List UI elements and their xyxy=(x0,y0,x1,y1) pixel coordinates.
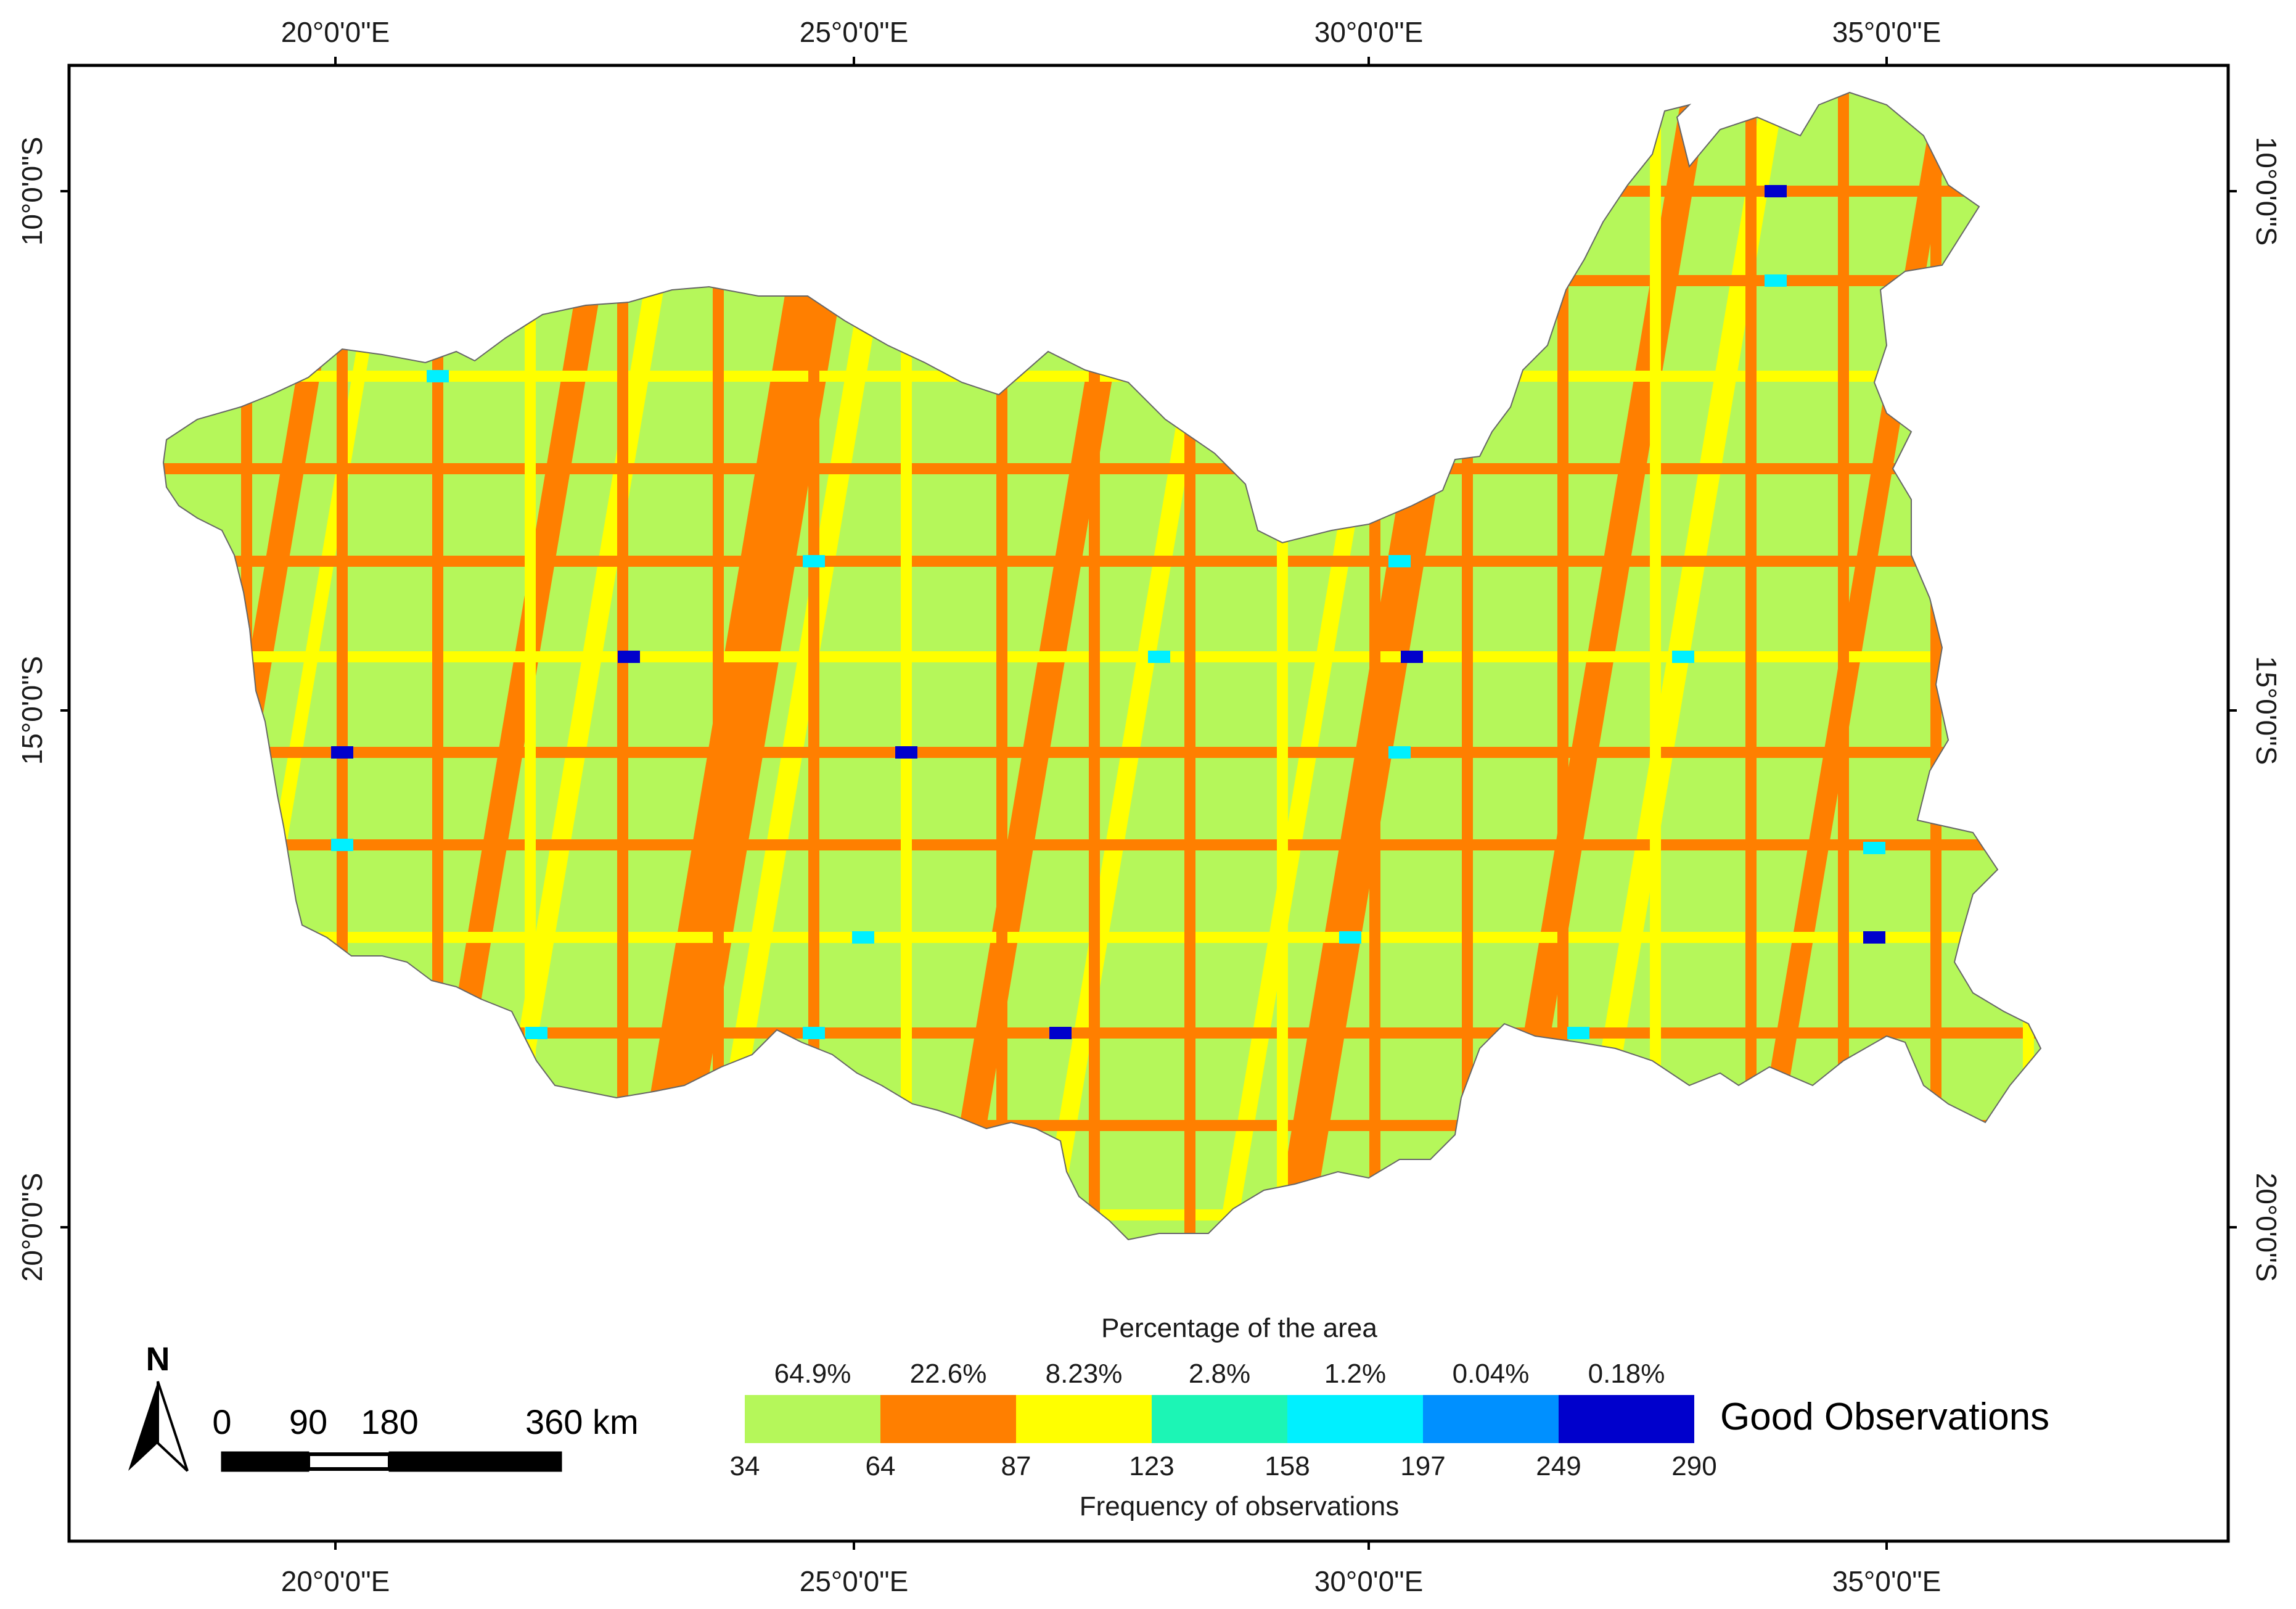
observation-hotspot xyxy=(331,746,353,759)
legend-break: 123 xyxy=(1129,1451,1174,1481)
observation-hotspot xyxy=(618,651,640,663)
bottom-lon-label-20: 20°0'0"E xyxy=(281,1565,390,1597)
north-arrow-left-half xyxy=(128,1381,158,1471)
orbit-band-vertical xyxy=(1838,93,1849,1240)
orbit-band-vertical xyxy=(1745,93,1757,1240)
left-lat-label-15: 15°0'0"S xyxy=(16,656,48,765)
north-arrow: N xyxy=(128,1341,189,1472)
orbit-band-horizontal xyxy=(163,371,2041,382)
legend-break: 158 xyxy=(1265,1451,1310,1481)
observation-hotspot xyxy=(1567,1027,1589,1039)
scale-segment-1 xyxy=(221,1451,310,1472)
bottom-lon-label-30: 30°0'0"E xyxy=(1314,1565,1424,1597)
observation-hotspot xyxy=(1765,274,1787,287)
right-lat-label-15: 15°0'0"S xyxy=(2250,656,2282,765)
observation-hotspot xyxy=(1863,842,1885,854)
legend-title: Percentage of the area xyxy=(1101,1313,1377,1343)
legend-percent: 0.04% xyxy=(1453,1359,1530,1389)
scale-segment-2 xyxy=(306,1452,392,1471)
top-ticks xyxy=(334,57,1888,65)
bottom-lon-label-35: 35°0'0"E xyxy=(1832,1565,1941,1597)
observation-hotspot xyxy=(1672,651,1694,663)
observation-hotspot xyxy=(895,746,917,759)
legend-swatch xyxy=(1152,1395,1287,1443)
observation-hotspots xyxy=(331,185,1885,1039)
legend-break: 34 xyxy=(730,1451,760,1481)
orbit-band-horizontal xyxy=(163,839,2041,850)
orbit-band-vertical xyxy=(901,93,912,1240)
orbit-band-horizontal xyxy=(163,747,2041,758)
observation-hotspot xyxy=(427,370,449,382)
scale-segment-3 xyxy=(388,1451,562,1472)
observation-hotspot xyxy=(1388,746,1411,759)
legend-classes: 64.9% 22.6% 8.23% 2.8% 1.2% 0.04% 0.18% 34 64 87 1… xyxy=(730,1359,1717,1481)
observation-hotspot xyxy=(803,555,825,567)
top-lon-label-25: 25°0'0"E xyxy=(800,16,909,48)
right-lat-label-20: 20°0'0"S xyxy=(2250,1173,2282,1282)
legend-subtitle: Frequency of observations xyxy=(1080,1491,1400,1521)
orbit-band-vertical xyxy=(1650,93,1661,1240)
orbit-band-vertical xyxy=(1557,93,1568,1240)
observation-hotspot xyxy=(1049,1027,1072,1039)
left-ticks xyxy=(60,190,69,1228)
orbit-band-vertical xyxy=(713,93,724,1240)
north-label: N xyxy=(146,1341,170,1378)
scale-label-0: 0 xyxy=(212,1402,231,1441)
orbit-band-horizontal xyxy=(163,932,2041,943)
observation-hotspot xyxy=(1388,555,1411,567)
top-lon-label-20: 20°0'0"E xyxy=(281,16,390,48)
legend-break: 64 xyxy=(866,1451,896,1481)
top-lon-label-35: 35°0'0"E xyxy=(1832,16,1941,48)
scale-label-180: 180 xyxy=(361,1402,418,1441)
observation-hotspot xyxy=(803,1027,825,1039)
observation-hotspot xyxy=(525,1027,547,1039)
legend-break: 87 xyxy=(1001,1451,1031,1481)
legend-percent: 8.23% xyxy=(1046,1359,1123,1389)
orbit-band-horizontal xyxy=(163,556,2041,567)
legend-swatch xyxy=(1559,1395,1694,1443)
orbit-band-vertical xyxy=(1089,93,1100,1240)
right-lat-label-10: 10°0'0"S xyxy=(2250,137,2282,246)
right-ticks xyxy=(2228,190,2237,1228)
legend-percent: 2.8% xyxy=(1189,1359,1250,1389)
legend-break: 290 xyxy=(1671,1451,1716,1481)
legend-break: 249 xyxy=(1536,1451,1581,1481)
scale-label-90: 90 xyxy=(289,1402,327,1441)
legend-percent: 1.2% xyxy=(1324,1359,1386,1389)
scale-label-360: 360 km xyxy=(525,1402,639,1441)
legend-percent: 64.9% xyxy=(774,1359,851,1389)
legend: Percentage of the area 64.9% 22.6% 8.23% 2.… xyxy=(730,1313,2050,1521)
legend-percent: 22.6% xyxy=(910,1359,987,1389)
observation-hotspot xyxy=(1863,931,1885,944)
legend-name: Good Observations xyxy=(1720,1396,2049,1438)
legend-swatch xyxy=(880,1395,1016,1443)
left-lat-label-10: 10°0'0"S xyxy=(16,137,48,246)
legend-break: 197 xyxy=(1400,1451,1445,1481)
legend-swatch xyxy=(1287,1395,1423,1443)
orbit-band-horizontal xyxy=(163,463,2041,474)
scale-bar: 0 90 180 360 km xyxy=(212,1402,639,1472)
left-lat-label-20: 20°0'0"S xyxy=(16,1173,48,1282)
observation-hotspot xyxy=(1401,651,1423,663)
legend-swatch xyxy=(1423,1395,1559,1443)
observation-hotspot xyxy=(1148,651,1170,663)
observation-hotspot xyxy=(1765,185,1787,197)
north-arrow-right-half xyxy=(157,1381,189,1472)
bottom-lon-label-25: 25°0'0"E xyxy=(800,1565,909,1597)
observation-hotspot xyxy=(1339,931,1361,944)
observation-hotspot xyxy=(331,839,353,851)
region-outline xyxy=(162,91,2042,1241)
legend-swatch xyxy=(745,1395,880,1443)
observation-hotspot xyxy=(852,931,874,944)
orbit-band-vertical xyxy=(525,93,536,1240)
legend-percent: 0.18% xyxy=(1588,1359,1665,1389)
orbit-band-vertical xyxy=(808,93,819,1240)
bottom-ticks xyxy=(334,1541,1888,1550)
legend-swatch xyxy=(1016,1395,1152,1443)
orbit-band-vertical xyxy=(617,93,628,1240)
top-lon-label-30: 30°0'0"E xyxy=(1314,16,1424,48)
